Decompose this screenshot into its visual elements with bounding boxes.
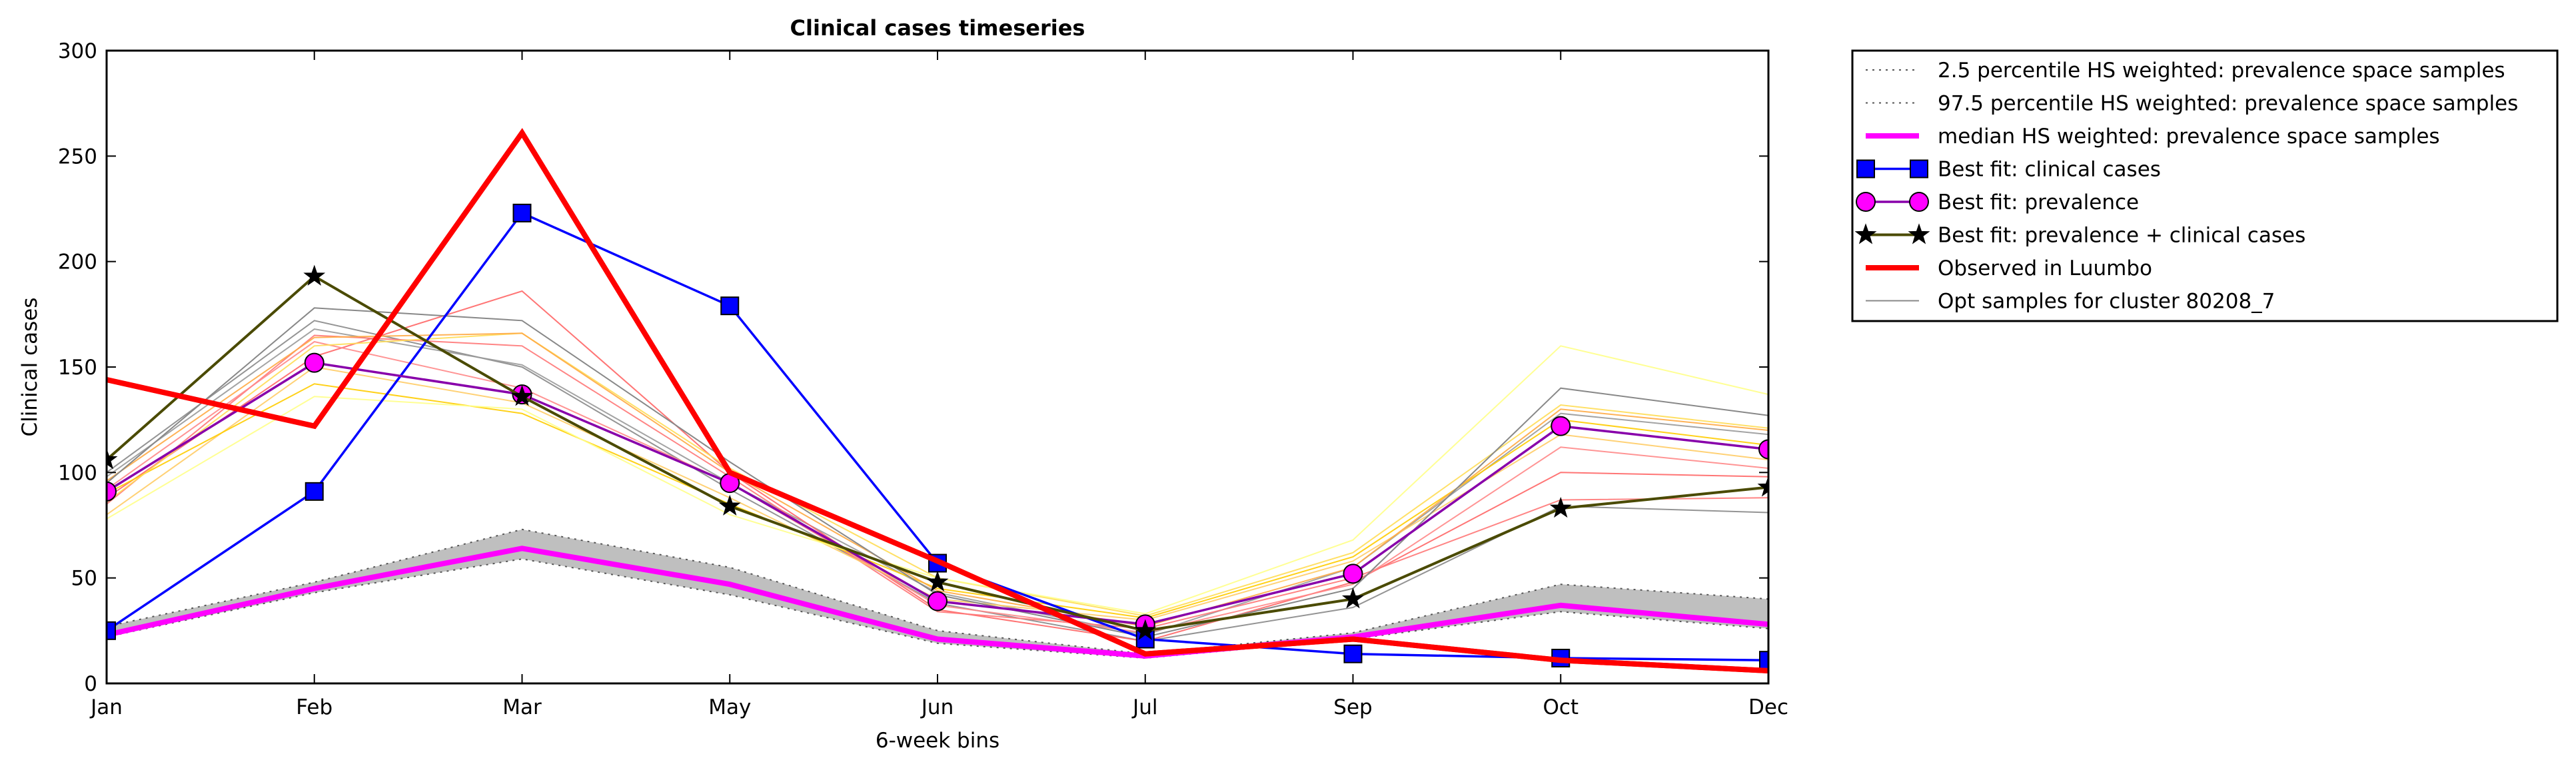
series-6-point-3	[511, 384, 533, 406]
series-6-point-6	[1134, 619, 1157, 640]
series-5-point-5	[928, 591, 948, 611]
x-axis-label: 6-week bins	[876, 729, 999, 753]
legend-marker-4b	[1910, 159, 1928, 179]
sample-line-10	[107, 332, 1768, 627]
y-tick-label: 50	[71, 567, 97, 591]
legend-marker-4a	[1856, 159, 1875, 179]
legend: 2.5 percentile HS weighted: prevalence s…	[1851, 49, 2559, 322]
x-tick-label: Jan	[89, 695, 123, 719]
legend-box	[1851, 49, 2559, 322]
x-tick-label: Feb	[296, 695, 332, 719]
series-4-point-2	[305, 482, 324, 501]
series-6-point-5	[926, 570, 949, 591]
percentile-band	[107, 529, 1768, 658]
series-group	[107, 128, 1768, 673]
x-tick-label: May	[708, 695, 751, 719]
x-tick-label: Oct	[1543, 695, 1579, 719]
series-6-point-9	[1757, 476, 1768, 497]
observed-line-top	[107, 128, 1768, 673]
x-tick-label: Jun	[920, 695, 954, 719]
legend-label-1: 2.5 percentile HS weighted: prevalence s…	[1938, 59, 2505, 83]
legend-label-8: Opt samples for cluster 80208_7	[1938, 290, 2275, 314]
legend-label-6: Best fit: prevalence + clinical cases	[1938, 224, 2305, 248]
series-4-point-1	[107, 621, 116, 640]
axes: Jan Feb Mar May Jun Jul Sep Oct Dec 0 50 100 150 200 2…	[58, 39, 1788, 719]
sample-line-4	[107, 334, 1768, 629]
series-5-point-2	[304, 352, 324, 373]
y-axis-label: Clinical cases	[18, 297, 42, 436]
legend-marker-5b	[1909, 192, 1929, 212]
legend-marker-6b	[1908, 223, 1930, 244]
series-4-point-9	[1759, 651, 1768, 670]
series-5-point-7	[1343, 564, 1363, 584]
x-tick-label: Jul	[1131, 695, 1157, 719]
y-tick-label: 0	[84, 672, 97, 696]
x-tick-label: Dec	[1748, 695, 1788, 719]
legend-marker-6a	[1854, 223, 1877, 244]
series-5-point-9	[1758, 439, 1768, 460]
legend-label-3: median HS weighted: prevalence space sam…	[1938, 125, 2440, 149]
sample-line-7	[107, 383, 1768, 619]
legend-label-4: Best fit: clinical cases	[1938, 158, 2161, 182]
legend-label-5: Best fit: prevalence	[1938, 191, 2139, 214]
series-6-point-2	[303, 264, 326, 286]
legend-label-2: 97.5 percentile HS weighted: prevalence …	[1938, 92, 2518, 116]
series-6-point-1	[107, 448, 118, 470]
y-tick-label: 150	[58, 356, 97, 380]
series-4-point-4	[720, 296, 740, 316]
series-6-point-4	[718, 494, 741, 516]
series-5-point-8	[1551, 416, 1571, 436]
series-line-1	[107, 558, 1768, 659]
x-tick-label: Mar	[502, 695, 542, 719]
y-tick-label: 250	[58, 145, 97, 169]
y-tick-label: 300	[58, 39, 97, 63]
series-line-3	[107, 546, 1768, 659]
chart-title: Clinical cases timeseries	[790, 15, 1085, 41]
legend-marker-5a	[1856, 192, 1876, 212]
series-4-point-3	[512, 203, 532, 222]
series-6-point-7	[1342, 587, 1364, 609]
legend-label-7: Observed in Luumbo	[1938, 256, 2152, 280]
plot-area	[107, 128, 1768, 673]
y-tick-label: 200	[58, 250, 97, 274]
y-tick-label: 100	[58, 461, 97, 485]
series-6-point-8	[1549, 496, 1572, 518]
series-5-point-1	[107, 481, 117, 502]
x-tick-label: Sep	[1333, 695, 1372, 719]
series-4-point-7	[1343, 644, 1363, 663]
